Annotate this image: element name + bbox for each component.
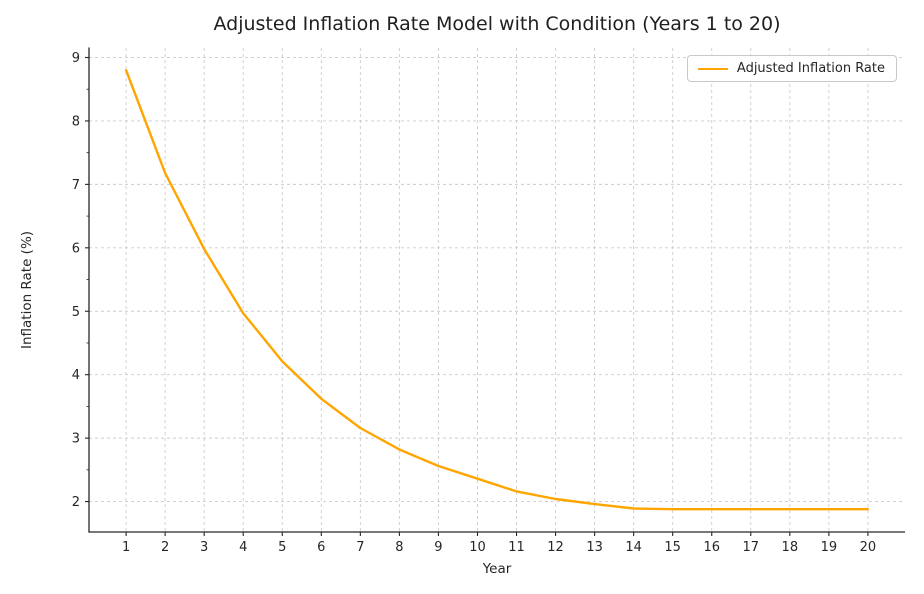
legend: Adjusted Inflation Rate xyxy=(686,55,897,82)
svg-text:2: 2 xyxy=(72,495,80,510)
svg-text:13: 13 xyxy=(586,540,603,555)
svg-text:6: 6 xyxy=(317,540,325,555)
svg-text:1: 1 xyxy=(122,540,130,555)
chart-title: Adjusted Inflation Rate Model with Condi… xyxy=(213,13,781,35)
y-minor-tick-marks xyxy=(86,88,89,471)
svg-text:14: 14 xyxy=(625,540,642,555)
gridlines xyxy=(89,48,905,532)
y-axis-label: Inflation Rate (%) xyxy=(19,230,35,350)
svg-text:15: 15 xyxy=(664,540,681,555)
svg-text:4: 4 xyxy=(239,540,247,555)
svg-text:16: 16 xyxy=(703,540,720,555)
svg-text:17: 17 xyxy=(743,540,760,555)
svg-text:12: 12 xyxy=(547,540,564,555)
svg-text:10: 10 xyxy=(469,540,486,555)
svg-text:2: 2 xyxy=(161,540,169,555)
svg-text:8: 8 xyxy=(395,540,403,555)
svg-text:9: 9 xyxy=(434,540,442,555)
svg-text:20: 20 xyxy=(860,540,877,555)
legend-line-icon xyxy=(697,67,728,70)
svg-text:4: 4 xyxy=(72,368,80,383)
axes-spines xyxy=(88,47,905,533)
legend-label: Adjusted Inflation Rate xyxy=(736,61,885,76)
svg-text:9: 9 xyxy=(72,51,80,66)
x-axis-label: Year xyxy=(482,561,512,577)
x-tick-labels: 1 2 3 4 5 6 7 8 9 10 11 12 13 14 15 16 17 18 19 20 xyxy=(122,540,876,555)
svg-text:8: 8 xyxy=(72,114,80,129)
series-line-adjusted-inflation-rate xyxy=(124,68,870,511)
svg-text:3: 3 xyxy=(72,432,80,447)
svg-text:11: 11 xyxy=(508,540,525,555)
svg-text:3: 3 xyxy=(200,540,208,555)
svg-text:19: 19 xyxy=(821,540,838,555)
svg-text:5: 5 xyxy=(72,305,80,320)
tick-marks xyxy=(85,56,869,536)
svg-text:7: 7 xyxy=(356,540,364,555)
svg-text:7: 7 xyxy=(72,178,80,193)
svg-text:18: 18 xyxy=(782,540,799,555)
svg-text:6: 6 xyxy=(72,241,80,256)
svg-text:5: 5 xyxy=(278,540,286,555)
y-tick-labels: 2 3 4 5 6 7 8 9 xyxy=(72,51,80,510)
